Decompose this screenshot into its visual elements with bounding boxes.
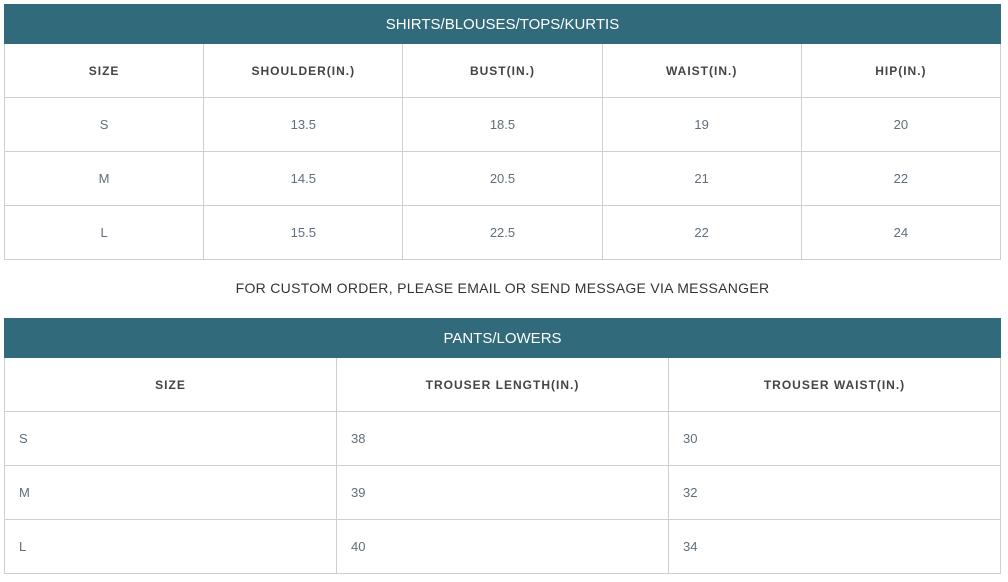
custom-order-message: FOR CUSTOM ORDER, PLEASE EMAIL OR SEND M… bbox=[235, 280, 770, 296]
table-row: S 38 30 bbox=[4, 411, 1001, 466]
table-row: M 14.5 20.5 21 22 bbox=[3, 151, 1002, 206]
cell: 20.5 bbox=[402, 151, 603, 206]
lowers-size-table: PANTS/LOWERS SIZE TROUSER LENGTH(IN.) TR… bbox=[4, 318, 1001, 574]
cell: 38 bbox=[336, 411, 669, 466]
cell: 21 bbox=[601, 151, 802, 206]
cell: S bbox=[4, 411, 337, 466]
tops-size-table: SHIRTS/BLOUSES/TOPS/KURTIS SIZE SHOULDER… bbox=[3, 4, 1002, 260]
cell: L bbox=[4, 519, 337, 574]
cell: 19 bbox=[601, 97, 802, 152]
column-header: TROUSER WAIST(IN.) bbox=[668, 357, 1001, 412]
column-header: SIZE bbox=[4, 357, 337, 412]
table-title: PANTS/LOWERS bbox=[4, 318, 1001, 358]
cell: 30 bbox=[668, 411, 1001, 466]
header-row: SIZE SHOULDER(IN.) BUST(IN.) WAIST(IN.) … bbox=[3, 43, 1002, 98]
cell: 34 bbox=[668, 519, 1001, 574]
cell: 18.5 bbox=[402, 97, 603, 152]
cell: M bbox=[3, 151, 205, 206]
cell: 39 bbox=[336, 465, 669, 520]
table-row: L 15.5 22.5 22 24 bbox=[3, 205, 1002, 260]
table-row: L 40 34 bbox=[4, 519, 1001, 574]
header-row: SIZE TROUSER LENGTH(IN.) TROUSER WAIST(I… bbox=[4, 357, 1001, 412]
cell: 40 bbox=[336, 519, 669, 574]
table-row: S 13.5 18.5 19 20 bbox=[3, 97, 1002, 152]
column-header: SHOULDER(IN.) bbox=[203, 43, 404, 98]
cell: 14.5 bbox=[203, 151, 404, 206]
cell: L bbox=[3, 205, 205, 260]
cell: S bbox=[3, 97, 205, 152]
cell: 32 bbox=[668, 465, 1001, 520]
table-row: M 39 32 bbox=[4, 465, 1001, 520]
cell: 24 bbox=[800, 205, 1002, 260]
cell: M bbox=[4, 465, 337, 520]
table-title: SHIRTS/BLOUSES/TOPS/KURTIS bbox=[4, 4, 1001, 44]
cell: 22 bbox=[601, 205, 802, 260]
column-header: SIZE bbox=[3, 43, 205, 98]
column-header: WAIST(IN.) bbox=[601, 43, 802, 98]
cell: 22 bbox=[800, 151, 1002, 206]
cell: 22.5 bbox=[402, 205, 603, 260]
cell: 13.5 bbox=[203, 97, 404, 152]
column-header: HIP(IN.) bbox=[800, 43, 1002, 98]
cell: 20 bbox=[800, 97, 1002, 152]
column-header: TROUSER LENGTH(IN.) bbox=[336, 357, 669, 412]
column-header: BUST(IN.) bbox=[402, 43, 603, 98]
cell: 15.5 bbox=[203, 205, 404, 260]
